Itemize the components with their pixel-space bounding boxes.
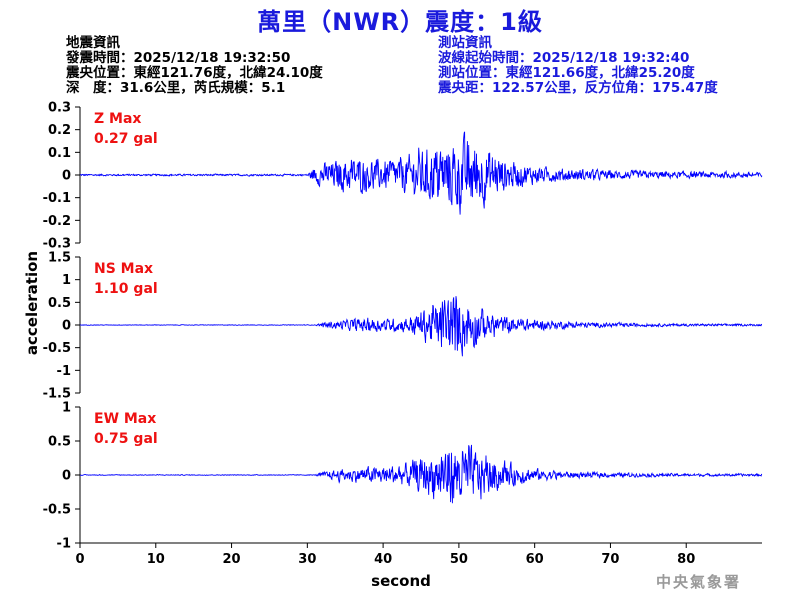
x-tick-label: 50 (450, 552, 468, 567)
x-tick-label: 0 (75, 552, 84, 567)
y-tick-label: 1 (62, 273, 71, 288)
panel-z (75, 106, 763, 244)
x-tick-label: 40 (374, 552, 392, 567)
y-tick-label: 0.1 (48, 146, 71, 161)
y-tick-label: -0.5 (43, 503, 71, 518)
epicenter-location: 震央位置：東經121.76度，北緯24.10度 (66, 65, 323, 81)
max-value: 1.10 gal (94, 281, 158, 297)
origin-time: 發震時間：2025/12/18 19:32:50 (66, 50, 291, 66)
max-label: Z Max (94, 111, 141, 127)
x-tick-label: 30 (298, 552, 316, 567)
page-title: 萬里（NWR）震度：1級 (257, 8, 543, 36)
x-tick-label: 10 (147, 552, 165, 567)
panel-ns (75, 256, 763, 394)
y-tick-label: -0.5 (43, 341, 71, 356)
y-tick-label: 0.2 (48, 123, 71, 138)
station-info-block: 測站資訊 波線起始時間：2025/12/18 19:32:40 測站位置：東經1… (438, 36, 718, 96)
y-axis-label: acceleration (23, 251, 41, 355)
x-tick-label: 80 (677, 552, 695, 567)
y-tick-label: 0.3 (48, 101, 71, 116)
y-tick-label: 1.5 (48, 251, 71, 266)
y-tick-label: 1 (62, 401, 71, 416)
y-tick-label: -1.5 (43, 387, 71, 402)
distance-azimuth: 震央距：122.57公里，反方位角：175.47度 (438, 80, 718, 96)
station-info-header: 測站資訊 (438, 35, 492, 51)
max-value: 0.75 gal (94, 431, 158, 447)
waveform-trace-ns (79, 296, 763, 357)
max-label: NS Max (94, 261, 153, 277)
x-tick-label: 20 (223, 552, 241, 567)
depth-magnitude: 深 度：31.6公里，芮氏規模：5.1 (66, 80, 286, 96)
y-tick-label: 0 (62, 319, 71, 334)
x-tick-label: 70 (601, 552, 619, 567)
trace-start-time: 波線起始時間：2025/12/18 19:32:40 (438, 50, 690, 66)
x-axis-label: second (371, 572, 431, 590)
y-tick-label: 0 (62, 169, 71, 184)
y-tick-label: 0.5 (48, 296, 71, 311)
y-tick-label: 0.5 (48, 435, 71, 450)
quake-info-header: 地震資訊 (66, 35, 120, 51)
y-tick-label: -1 (57, 364, 71, 379)
panel-ew (75, 406, 763, 544)
y-tick-label: 0 (62, 469, 71, 484)
station-location: 測站位置：東經121.66度，北緯25.20度 (438, 65, 695, 81)
quake-info-block: 地震資訊 發震時間：2025/12/18 19:32:50 震央位置：東經121… (66, 36, 323, 96)
y-tick-label: -0.3 (43, 237, 71, 252)
x-tick-label: 60 (526, 552, 544, 567)
y-tick-label: -0.2 (43, 214, 71, 229)
waveform-trace-ew (79, 444, 763, 504)
y-tick-label: -0.1 (43, 191, 71, 206)
max-label: EW Max (94, 411, 156, 427)
y-tick-label: -1 (57, 537, 71, 552)
max-value: 0.27 gal (94, 131, 158, 147)
agency-watermark: 中央氣象署 (656, 573, 742, 591)
waveform-trace-z (79, 131, 763, 215)
